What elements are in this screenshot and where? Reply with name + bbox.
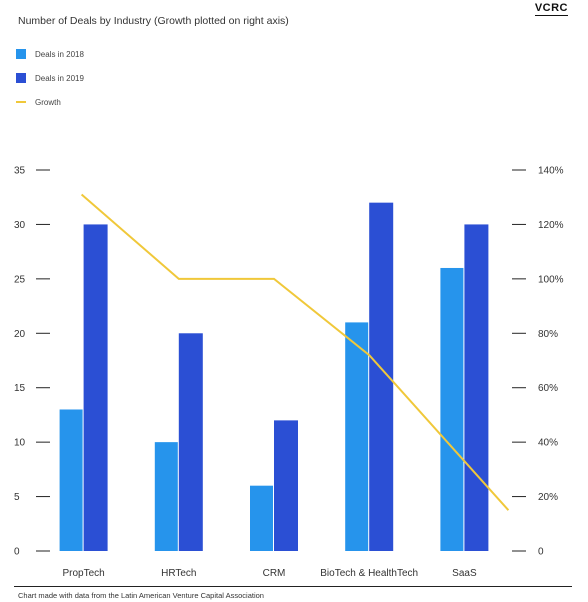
y-axis-tick-label: 10 xyxy=(14,438,26,449)
y-axis-tick-label: 35 xyxy=(14,166,26,177)
y2-axis-tick-label: 80% xyxy=(538,329,558,340)
x-axis-category-label: CRM xyxy=(263,568,286,579)
legend-swatch-2018 xyxy=(16,49,26,59)
x-axis-category-label: SaaS xyxy=(452,568,477,579)
chart-title: Number of Deals by Industry (Growth plot… xyxy=(18,15,289,27)
bar-2019 xyxy=(274,420,298,551)
legend-label-2019: Deals in 2019 xyxy=(35,73,84,83)
bar-2019 xyxy=(83,224,108,551)
bar-2018 xyxy=(250,485,273,551)
bar-2019 xyxy=(464,224,489,551)
y2-axis-tick-label: 40% xyxy=(538,438,558,449)
x-axis-category-label: HRTech xyxy=(161,568,196,579)
x-axis-category-label: PropTech xyxy=(62,568,104,579)
y2-axis-tick-label: 120% xyxy=(538,220,564,231)
bar-2019 xyxy=(178,333,203,551)
legend-label-2018: Deals in 2018 xyxy=(35,49,84,59)
y-axis-tick-label: 0 xyxy=(14,547,20,558)
y-axis-tick-label: 5 xyxy=(14,492,20,503)
y2-axis-tick-label: 140% xyxy=(538,166,564,177)
legend-swatch-growth xyxy=(16,101,26,103)
y-axis-tick-label: 15 xyxy=(14,383,26,394)
y-axis-tick-label: 30 xyxy=(14,220,26,231)
legend-item-2018: Deals in 2018 xyxy=(16,48,84,60)
x-axis-category-label: BioTech & HealthTech xyxy=(320,568,418,579)
legend-label-growth: Growth xyxy=(35,97,61,107)
legend-item-growth: Growth xyxy=(16,96,84,108)
bar-2018 xyxy=(440,267,464,551)
footer-note: Chart made with data from the Latin Amer… xyxy=(18,591,264,600)
footer-divider xyxy=(14,586,572,587)
y2-axis-tick-label: 0 xyxy=(538,547,544,558)
y-axis-tick-label: 25 xyxy=(14,274,26,285)
y2-axis-tick-label: 60% xyxy=(538,383,558,394)
chart-legend: Deals in 2018 Deals in 2019 Growth xyxy=(16,48,84,120)
y2-axis-tick-label: 100% xyxy=(538,274,564,285)
bar-2018 xyxy=(345,322,369,551)
legend-swatch-2019 xyxy=(16,73,26,83)
legend-item-2019: Deals in 2019 xyxy=(16,72,84,84)
y2-axis-tick-label: 20% xyxy=(538,492,558,503)
bar-2018 xyxy=(154,442,178,551)
brand-logo: VCRC xyxy=(534,2,568,14)
bar-2018 xyxy=(59,409,83,551)
y-axis-tick-label: 20 xyxy=(14,329,26,340)
